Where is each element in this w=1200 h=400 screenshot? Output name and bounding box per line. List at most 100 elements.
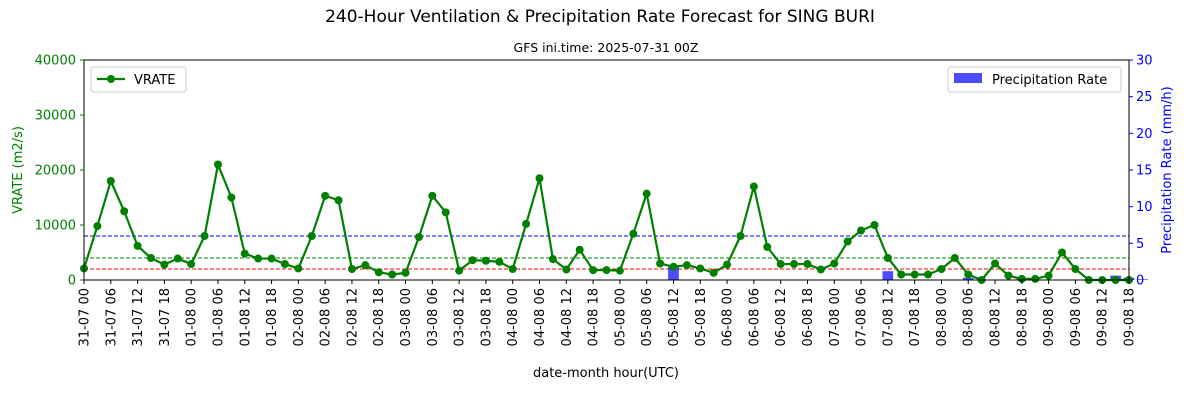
precip-bar [1137,279,1148,280]
legend-box [947,66,1122,93]
vrate-point [428,191,437,200]
x-tick-label: 07-08 18 [908,288,923,346]
vrate-point [160,260,169,269]
x-tick-label: 04-08 18 [587,288,602,346]
x-tick-label: 09-08 00 [1042,288,1057,346]
x-tick-label: 06-08 18 [801,288,816,346]
vrate-point [656,259,665,268]
x-tick-label: 09-08 06 [1069,288,1084,346]
chart-subtitle: GFS ini.time: 2025-07-31 00Z [514,40,699,55]
vrate-point [629,229,638,238]
vrate-point [1058,248,1067,257]
vrate-point [548,255,557,264]
x-tick-label: 08-08 00 [935,288,950,346]
vrate-point [964,270,973,279]
vrate-point [883,254,892,262]
legend-label-vrate: VRATE [134,73,175,88]
vrate-point [937,265,946,273]
vrate-point [334,196,343,205]
x-tick-label: 02-08 06 [319,288,334,346]
vrate-point [374,268,383,277]
vrate-line [82,163,1129,282]
legend-vrate: VRATE [90,66,187,93]
vrate-point [200,232,209,240]
y-left-tick-label: 0 [68,274,76,289]
x-tick-label: 07-08 12 [881,288,896,346]
y-left-tick-label: 40000 [35,54,76,69]
x-tick-label: 01-08 18 [265,288,280,346]
vrate-point [414,233,423,242]
precip-bar [668,266,679,280]
vrate-point [187,260,196,269]
x-tick-label: 05-08 18 [694,288,709,346]
vrate-point [267,254,276,263]
vrate-point [508,265,517,273]
vrate-point [763,243,772,251]
vrate-point [830,259,839,268]
vrate-point [441,208,450,217]
vrate-point [682,261,691,270]
x-tick-label: 06-08 12 [774,288,789,346]
vrate-point [575,245,584,254]
x-tick-label: 08-08 18 [1015,288,1030,346]
x-tick-label: 09-08 12 [1096,288,1111,346]
vrate-point [615,266,624,275]
vrate-point [146,254,155,262]
vrate-point [843,237,852,246]
vrate-point [307,232,316,240]
x-tick-label: 03-08 00 [399,288,414,346]
legend-box [90,66,187,93]
x-tick-label: 31-07 00 [78,288,93,346]
precip-bar [962,277,974,280]
vrate-point [535,174,544,183]
vrate-point [106,177,115,185]
vrate-point [361,261,370,270]
vrate-point [93,222,102,231]
chart-title: 240-Hour Ventilation & Precipitation Rat… [325,7,875,27]
x-tick-label: 02-08 12 [345,288,360,346]
vrate-point [910,270,919,279]
x-tick-label: 09-08 18 [1123,288,1138,346]
vrate-point [347,265,356,273]
x-tick-label: 08-08 12 [989,288,1004,346]
vrate-point [294,264,303,273]
y-right-tick-label: 25 [1136,90,1153,105]
x-tick-label: 31-07 18 [158,288,173,346]
vrate-point [870,221,879,229]
vrate-point [723,260,732,269]
x-tick-label: 03-08 18 [479,288,494,346]
vrate-point [495,257,504,266]
vrate-point [816,265,825,274]
vrate-point [803,260,812,269]
x-tick-label: 03-08 06 [426,288,441,346]
vrate-point [1071,265,1080,273]
vrate-point [589,266,598,275]
vrate-point [1004,271,1013,280]
vrate-point [120,207,129,216]
vrate-point [991,259,1000,268]
vrate-point [857,226,866,235]
y-right-tick-label: 10 [1136,200,1153,215]
x-tick-label: 01-08 06 [211,288,226,346]
x-tick-label: 05-08 12 [667,288,682,346]
legend-bar-swatch [954,73,982,83]
x-tick-label: 31-07 12 [131,288,146,346]
vrate-point [455,266,464,275]
y-axis-right-label: Precipitation Rate (mm/h) [1160,86,1175,253]
x-tick-label: 31-07 06 [104,288,119,346]
legend-label-precip: Precipitation Rate [992,73,1107,88]
vrate-point [481,256,490,265]
x-tick-label: 08-08 06 [962,288,977,346]
x-tick-label: 02-08 18 [372,288,387,346]
vrate-point [709,268,718,277]
plot-area: 0 10000 20000 30000 40000 0 5 10 15 20 25 30 31-07 0… [35,54,1153,347]
vrate-point [897,270,906,279]
x-tick-label: 01-08 12 [238,288,253,346]
vrate-point [227,193,236,202]
vrate-point [213,160,222,169]
vrate-point [1017,274,1026,283]
vrate-point [280,260,289,269]
vrate-point [321,191,330,200]
vrate-point [133,241,142,250]
